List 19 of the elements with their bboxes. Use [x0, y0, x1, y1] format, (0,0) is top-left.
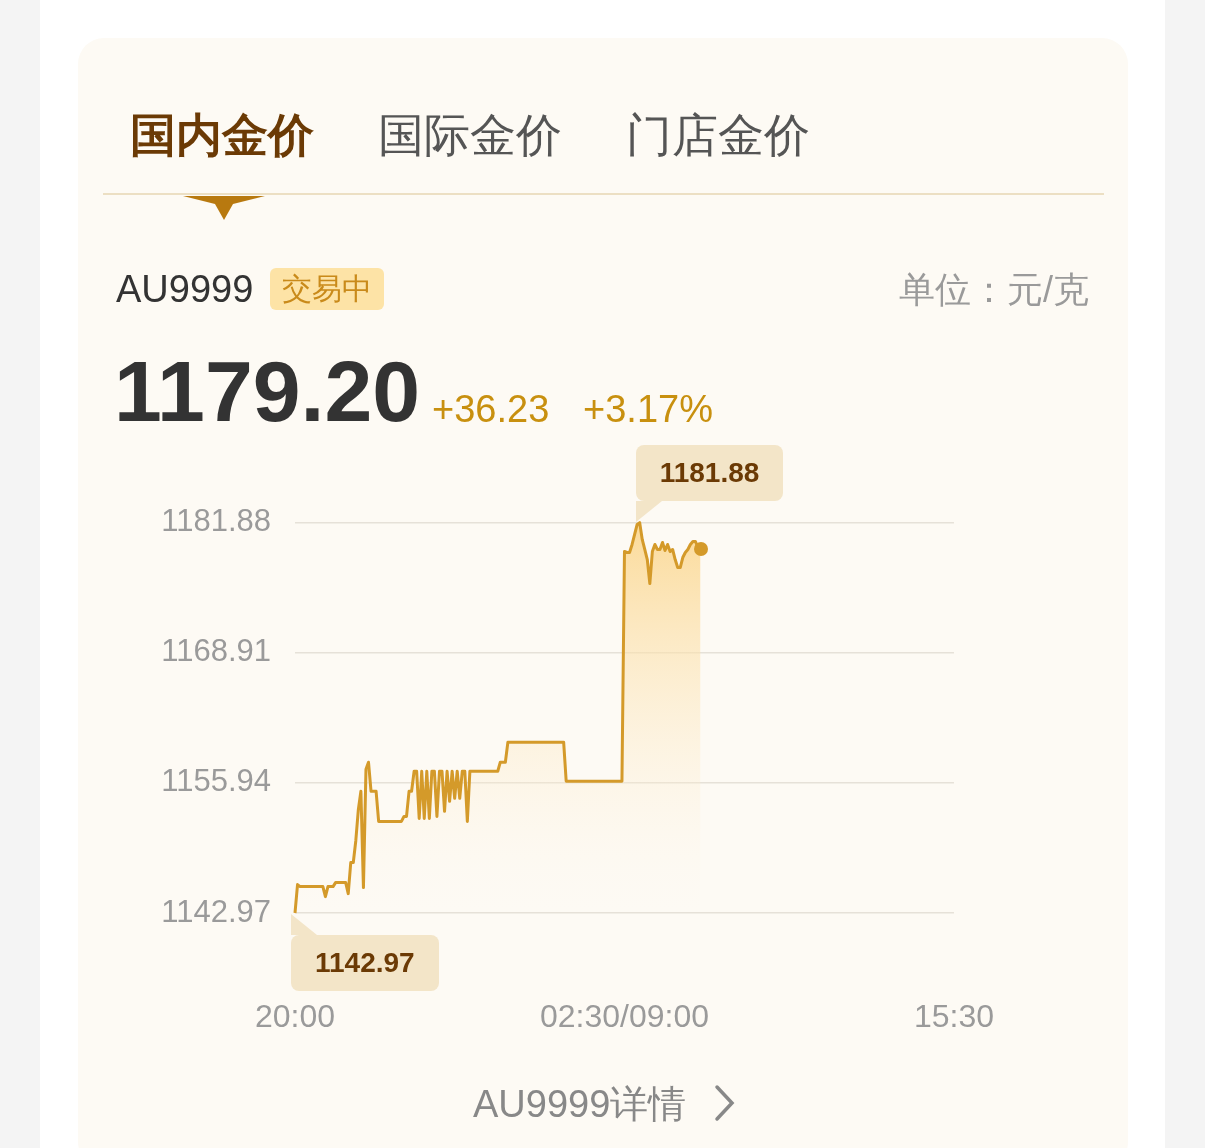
text: 1181.88 — [635, 444, 784, 501]
text: 1179.20 — [114, 343, 421, 439]
text: +36.23 — [432, 388, 550, 430]
y-tick-label: 1181.88 — [161, 503, 271, 539]
chart-title: AU9999 — [116, 268, 254, 310]
text: 交易中 — [270, 268, 384, 310]
y-tick-label: 1155.94 — [161, 763, 271, 799]
y-tick-label: 1168.91 — [161, 633, 271, 669]
x-tick-label: 02:30/09:00 — [539, 998, 709, 1035]
text: 1142.97 — [291, 935, 439, 991]
y-tick-label: 1142.97 — [161, 893, 271, 929]
text: 单位：元/克 — [898, 269, 1089, 310]
x-tick-label: 15:30 — [913, 998, 994, 1035]
x-tick-label: 20:00 — [254, 998, 336, 1035]
text: 门店金价 — [626, 109, 810, 161]
text: +3.17% — [583, 388, 713, 430]
text: AU9999详情 — [473, 1083, 687, 1125]
text: 国内金价 — [130, 109, 314, 161]
text: 国际金价 — [378, 109, 562, 161]
